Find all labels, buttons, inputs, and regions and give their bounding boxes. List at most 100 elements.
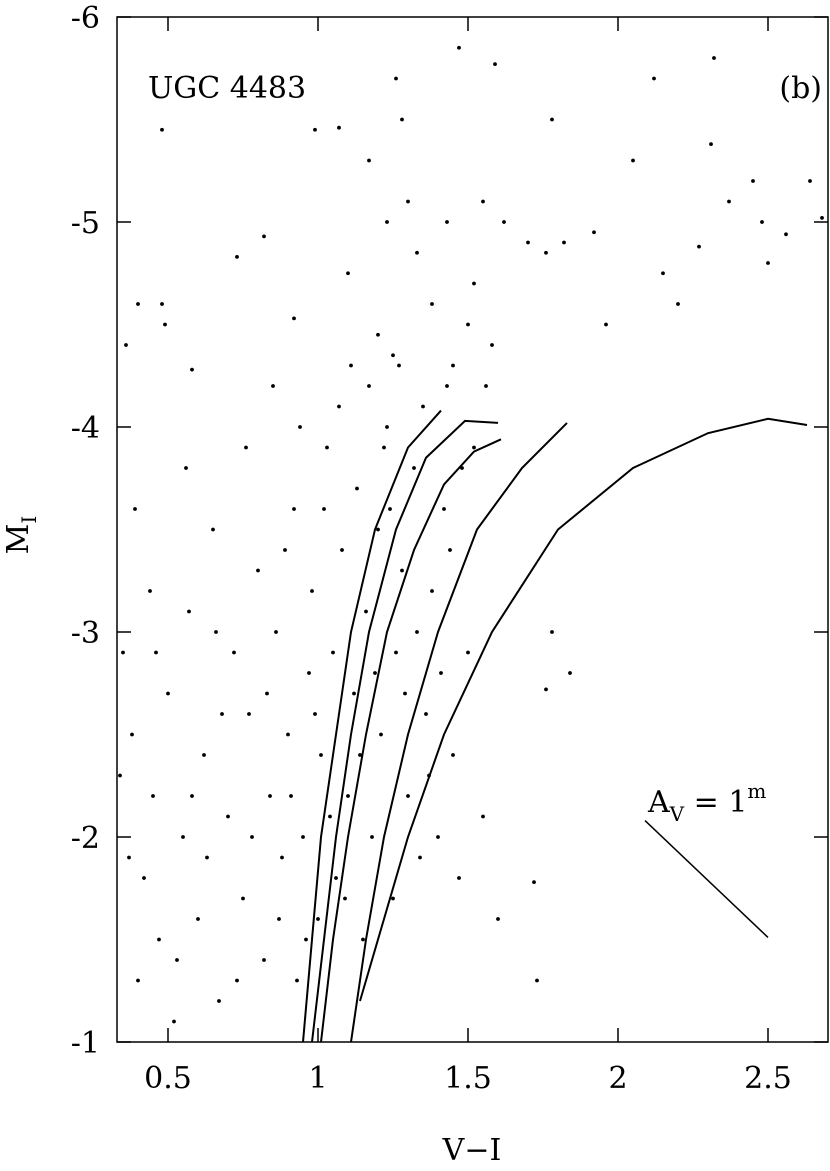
star-point: [157, 937, 161, 942]
star-point: [544, 687, 548, 692]
star-point: [457, 876, 461, 880]
star-point: [439, 671, 443, 675]
star-point: [322, 507, 326, 511]
star-point: [445, 384, 449, 388]
reddening-label-main: A: [647, 785, 670, 820]
star-point: [235, 978, 239, 983]
star-point: [445, 220, 449, 224]
star-point: [388, 507, 392, 511]
star-point: [337, 404, 341, 409]
star-point: [283, 548, 287, 552]
star-point: [205, 855, 209, 860]
star-point: [457, 45, 461, 50]
star-point: [274, 630, 278, 634]
y-tick-label: -5: [71, 206, 100, 241]
star-point: [712, 56, 716, 60]
star-point: [166, 691, 170, 696]
star-point: [136, 978, 140, 983]
star-point: [154, 650, 158, 655]
star-point: [436, 835, 440, 839]
star-point: [370, 835, 374, 839]
star-point: [532, 880, 536, 884]
star-point: [631, 158, 635, 163]
isochrone: [350, 422, 568, 1043]
star-point: [484, 384, 488, 388]
star-point: [346, 794, 350, 798]
star-point: [358, 753, 362, 757]
isochrone: [302, 409, 442, 1043]
y-axis-label-main: M: [1, 524, 36, 555]
star-point: [562, 240, 566, 245]
star-point: [784, 232, 788, 237]
star-point: [319, 753, 323, 757]
star-point: [502, 220, 506, 224]
star-point: [751, 179, 755, 183]
star-point: [313, 712, 317, 716]
star-point: [220, 712, 224, 716]
star-point: [727, 199, 731, 204]
star-point: [481, 199, 485, 204]
star-point: [316, 917, 320, 921]
star-point: [697, 244, 701, 249]
reddening-label: AV = 1m: [647, 779, 766, 826]
plot-frame: [116, 16, 829, 1043]
star-point: [286, 732, 290, 737]
star-point: [346, 271, 350, 276]
star-point: [397, 363, 401, 368]
star-point: [604, 322, 608, 327]
y-axis-label-sub: I: [17, 516, 41, 524]
star-point: [379, 732, 383, 737]
star-point: [481, 814, 485, 819]
star-point: [241, 896, 245, 901]
star-point: [550, 117, 554, 122]
star-point: [550, 630, 554, 634]
reddening-vector: [644, 820, 769, 938]
star-point: [160, 302, 164, 306]
star-point: [310, 589, 314, 593]
y-tick-label: -4: [71, 411, 100, 446]
star-point: [328, 814, 332, 819]
star-point: [190, 367, 194, 372]
star-point: [292, 316, 296, 321]
star-point: [415, 250, 419, 255]
star-point: [118, 773, 122, 778]
star-point: [385, 220, 389, 224]
star-point: [196, 917, 200, 921]
star-point: [394, 650, 398, 655]
star-point: [184, 466, 188, 470]
star-point: [214, 630, 218, 634]
star-point: [265, 691, 269, 696]
star-point: [151, 794, 155, 798]
star-point: [391, 353, 395, 358]
x-axis-label: V−I: [442, 1133, 502, 1167]
star-point: [313, 127, 317, 132]
star-point: [808, 179, 812, 183]
y-tick-label: -3: [71, 616, 100, 651]
star-point: [271, 384, 275, 388]
star-point: [187, 609, 191, 614]
star-point: [361, 937, 365, 942]
isochrone: [311, 419, 499, 1043]
star-point: [382, 445, 386, 450]
star-point: [202, 753, 206, 757]
star-point: [247, 712, 251, 716]
isochrone: [320, 438, 502, 1043]
star-point: [142, 876, 146, 880]
star-point: [355, 486, 359, 491]
y-axis-label: MI: [1, 516, 41, 555]
star-point: [277, 917, 281, 921]
star-point: [391, 896, 395, 901]
y-tick-label: -6: [71, 1, 100, 36]
star-point: [262, 958, 266, 962]
star-point: [406, 199, 410, 204]
star-point: [430, 589, 434, 593]
star-point: [292, 507, 296, 511]
star-point: [121, 650, 125, 655]
star-point: [175, 958, 179, 962]
star-point: [766, 261, 770, 265]
x-tick-label: 2: [608, 1061, 627, 1096]
star-point: [334, 876, 338, 880]
star-point: [568, 671, 572, 675]
star-point: [217, 999, 221, 1003]
